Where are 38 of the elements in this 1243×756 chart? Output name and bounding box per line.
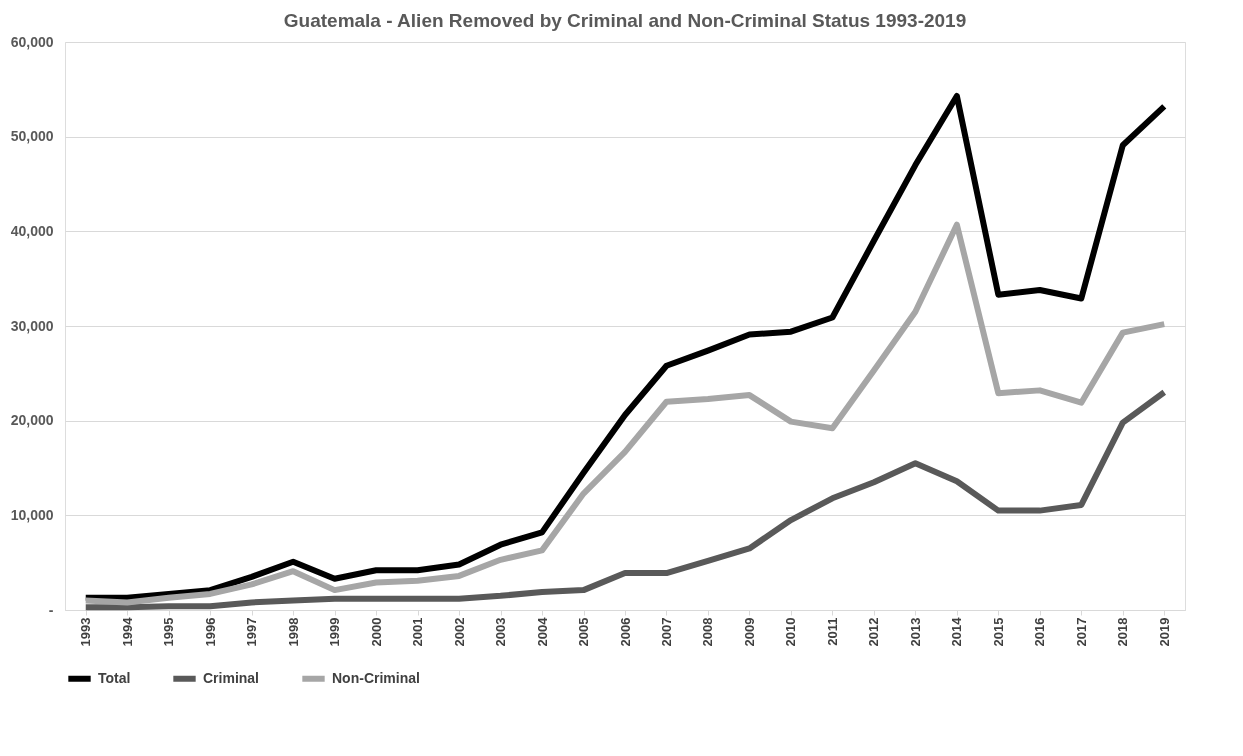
legend-label: Total — [98, 669, 131, 686]
x-tick-label: 1996 — [202, 617, 218, 647]
x-tick-label: 1997 — [244, 617, 260, 647]
x-tick-label: 2018 — [1115, 617, 1131, 647]
chart-title: Guatemala - Alien Removed by Criminal and Non-Criminal Status 1993-2019 — [283, 10, 967, 31]
x-tick-label: 2004 — [534, 616, 550, 647]
x-tick-label: 2000 — [368, 617, 384, 647]
y-tick-label: 30,000 — [10, 317, 54, 334]
x-tick-label: 2006 — [617, 617, 633, 647]
x-tick-label: 2019 — [1156, 617, 1172, 647]
x-tick-label: 2003 — [493, 617, 509, 647]
x-tick-label: 1994 — [119, 616, 135, 647]
x-tick-label: 2010 — [783, 617, 799, 647]
x-tick-label: 1993 — [78, 617, 94, 647]
x-tick-label: 1998 — [285, 617, 301, 647]
y-tick-label: 20,000 — [10, 412, 54, 429]
y-tick-label: - — [48, 601, 54, 618]
legend-label: Non-Criminal — [332, 669, 420, 686]
y-tick-label: 50,000 — [10, 128, 54, 145]
x-tick-label: 2002 — [451, 617, 467, 647]
x-tick-label: 1995 — [161, 617, 177, 647]
x-tick-label: 2001 — [410, 617, 426, 647]
x-tick-label: 2011 — [824, 617, 840, 646]
legend-label: Criminal — [203, 669, 260, 686]
x-tick-label: 2009 — [741, 617, 757, 647]
y-tick-label: 60,000 — [10, 33, 54, 50]
x-tick-label: 1999 — [327, 617, 343, 647]
x-tick-label: 2013 — [907, 617, 923, 647]
x-tick-label: 2014 — [949, 616, 965, 647]
x-tick-label: 2016 — [1032, 617, 1048, 647]
y-tick-label: 10,000 — [10, 506, 54, 523]
x-tick-label: 2017 — [1073, 617, 1089, 647]
x-tick-label: 2008 — [700, 617, 716, 647]
x-tick-label: 2007 — [658, 617, 674, 647]
x-tick-label: 2005 — [576, 617, 592, 647]
x-tick-label: 2015 — [990, 617, 1006, 647]
x-tick-label: 2012 — [866, 617, 882, 647]
y-tick-label: 40,000 — [10, 222, 54, 239]
